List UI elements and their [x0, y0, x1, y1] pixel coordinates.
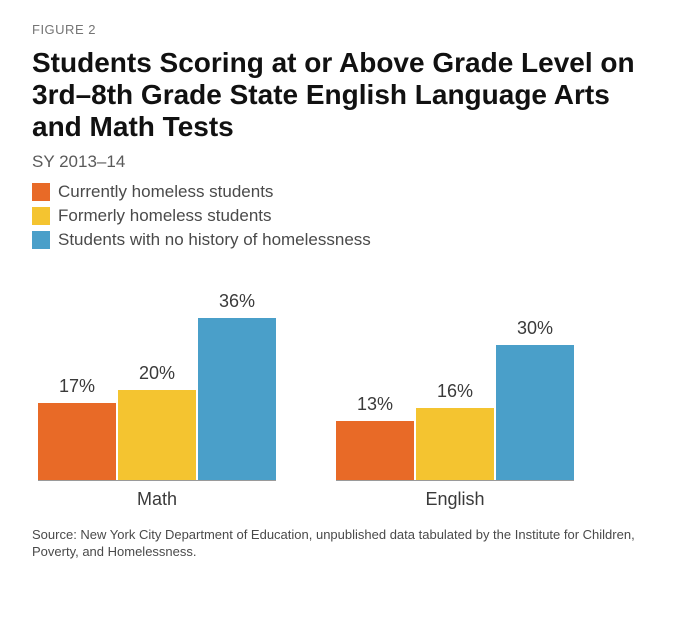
axis-line: [38, 480, 276, 481]
legend: Currently homeless students Formerly home…: [32, 182, 652, 250]
legend-swatch: [32, 183, 50, 201]
chart-subtitle: SY 2013–14: [32, 152, 652, 172]
legend-swatch: [32, 207, 50, 225]
bar-value-label: 36%: [219, 291, 255, 312]
bar-value-label: 16%: [437, 381, 473, 402]
legend-item: Students with no history of homelessness: [32, 230, 652, 250]
bar: [38, 403, 116, 480]
legend-label: Students with no history of homelessness: [58, 230, 371, 250]
bar-wrap: 30%: [496, 318, 574, 480]
bar-wrap: 36%: [198, 291, 276, 480]
bar-value-label: 13%: [357, 394, 393, 415]
bar-wrap: 17%: [38, 376, 116, 480]
axis-line: [336, 480, 574, 481]
chart-group: 13% 16% 30% English: [336, 270, 574, 510]
bar: [416, 408, 494, 480]
legend-item: Formerly homeless students: [32, 206, 652, 226]
bar-wrap: 20%: [118, 363, 196, 480]
legend-swatch: [32, 231, 50, 249]
legend-item: Currently homeless students: [32, 182, 652, 202]
legend-label: Formerly homeless students: [58, 206, 272, 226]
chart-group: 17% 20% 36% Math: [38, 270, 276, 510]
bar: [118, 390, 196, 480]
figure-label: FIGURE 2: [32, 22, 652, 37]
source-note: Source: New York City Department of Educ…: [32, 526, 652, 561]
bar-value-label: 30%: [517, 318, 553, 339]
chart-area: 17% 20% 36% Math 13% 16% 30% English: [38, 270, 652, 510]
bar: [198, 318, 276, 480]
bar: [336, 421, 414, 480]
bar-wrap: 16%: [416, 381, 494, 480]
chart-title: Students Scoring at or Above Grade Level…: [32, 47, 652, 144]
bar: [496, 345, 574, 480]
group-label: English: [425, 489, 484, 510]
group-label: Math: [137, 489, 177, 510]
legend-label: Currently homeless students: [58, 182, 273, 202]
bar-value-label: 20%: [139, 363, 175, 384]
bar-value-label: 17%: [59, 376, 95, 397]
bar-row: 17% 20% 36%: [38, 270, 276, 480]
bar-row: 13% 16% 30%: [336, 270, 574, 480]
bar-wrap: 13%: [336, 394, 414, 480]
